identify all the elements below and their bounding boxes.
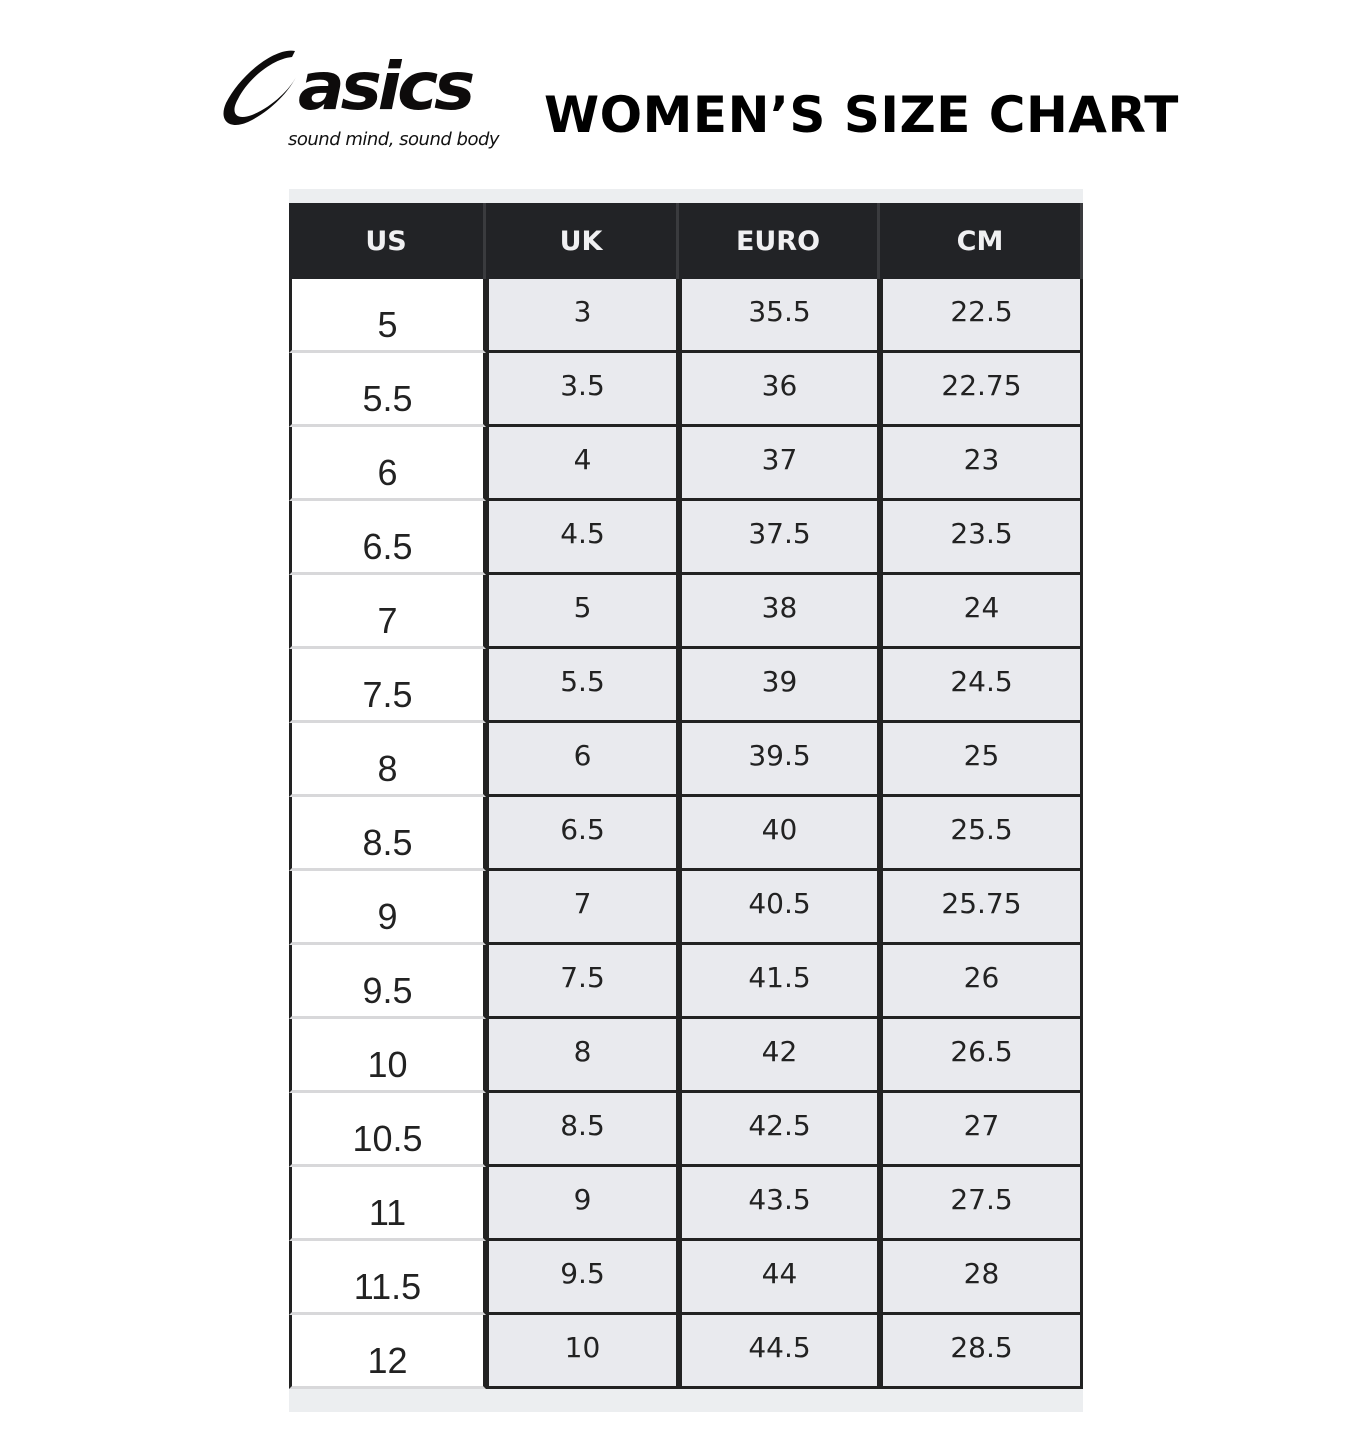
cell-cm: 22.5 (880, 279, 1083, 353)
cell-us: 8.5 (289, 797, 486, 871)
cell-cm: 25.5 (880, 797, 1083, 871)
cell-uk: 9 (486, 1167, 679, 1241)
cell-euro: 44 (679, 1241, 880, 1315)
cell-cm: 27.5 (880, 1167, 1083, 1241)
table-row: 10 8 42 26.5 (289, 1019, 1083, 1093)
size-chart-table: US UK EURO CM 5 3 35.5 22.5 5.5 3.5 36 22.75 6 4 3… (289, 203, 1083, 1389)
cell-us: 7 (289, 575, 486, 649)
cell-cm: 23 (880, 427, 1083, 501)
cell-cm: 28 (880, 1241, 1083, 1315)
cell-cm: 23.5 (880, 501, 1083, 575)
cell-cm: 27 (880, 1093, 1083, 1167)
cell-us: 5 (289, 279, 486, 353)
cell-cm: 24 (880, 575, 1083, 649)
cell-uk: 10 (486, 1315, 679, 1389)
cell-cm: 25.75 (880, 871, 1083, 945)
cell-us: 11.5 (289, 1241, 486, 1315)
cell-us: 5.5 (289, 353, 486, 427)
brand-tagline: sound mind, sound body (288, 129, 500, 150)
cell-us: 7.5 (289, 649, 486, 723)
brand-wordmark: asics (298, 48, 475, 125)
cell-euro: 43.5 (679, 1167, 880, 1241)
cell-us: 12 (289, 1315, 486, 1389)
cell-cm: 26 (880, 945, 1083, 1019)
table-row: 7 5 38 24 (289, 575, 1083, 649)
cell-uk: 3.5 (486, 353, 679, 427)
cell-uk: 4 (486, 427, 679, 501)
table-row: 5 3 35.5 22.5 (289, 279, 1083, 353)
header-cm: CM (880, 203, 1083, 279)
cell-us: 9.5 (289, 945, 486, 1019)
asics-stripe-icon (223, 50, 296, 125)
cell-us: 6.5 (289, 501, 486, 575)
cell-euro: 39.5 (679, 723, 880, 797)
table-row: 9 7 40.5 25.75 (289, 871, 1083, 945)
asics-logo: asics sound mind, sound body (220, 45, 500, 155)
cell-uk: 4.5 (486, 501, 679, 575)
cell-cm: 28.5 (880, 1315, 1083, 1389)
cell-euro: 38 (679, 575, 880, 649)
table-row: 8.5 6.5 40 25.5 (289, 797, 1083, 871)
header-euro: EURO (679, 203, 880, 279)
cell-uk: 8 (486, 1019, 679, 1093)
cell-euro: 37.5 (679, 501, 880, 575)
cell-us: 10.5 (289, 1093, 486, 1167)
cell-euro: 40 (679, 797, 880, 871)
cell-us: 6 (289, 427, 486, 501)
page-title: WOMEN’S SIZE CHART (544, 86, 1179, 144)
cell-uk: 8.5 (486, 1093, 679, 1167)
table-header-row: US UK EURO CM (289, 203, 1083, 279)
table-row: 8 6 39.5 25 (289, 723, 1083, 797)
cell-uk: 3 (486, 279, 679, 353)
cell-uk: 6.5 (486, 797, 679, 871)
cell-uk: 9.5 (486, 1241, 679, 1315)
cell-uk: 7 (486, 871, 679, 945)
cell-cm: 24.5 (880, 649, 1083, 723)
cell-uk: 6 (486, 723, 679, 797)
table-row: 11 9 43.5 27.5 (289, 1167, 1083, 1241)
cell-us: 11 (289, 1167, 486, 1241)
cell-cm: 22.75 (880, 353, 1083, 427)
cell-us: 8 (289, 723, 486, 797)
table-row: 7.5 5.5 39 24.5 (289, 649, 1083, 723)
table-row: 5.5 3.5 36 22.75 (289, 353, 1083, 427)
cell-euro: 40.5 (679, 871, 880, 945)
header-us: US (289, 203, 486, 279)
cell-us: 10 (289, 1019, 486, 1093)
table-row: 11.5 9.5 44 28 (289, 1241, 1083, 1315)
cell-us: 9 (289, 871, 486, 945)
table-row: 10.5 8.5 42.5 27 (289, 1093, 1083, 1167)
cell-uk: 5.5 (486, 649, 679, 723)
cell-euro: 42 (679, 1019, 880, 1093)
cell-euro: 39 (679, 649, 880, 723)
table-row: 12 10 44.5 28.5 (289, 1315, 1083, 1389)
table-row: 6.5 4.5 37.5 23.5 (289, 501, 1083, 575)
cell-cm: 25 (880, 723, 1083, 797)
cell-euro: 37 (679, 427, 880, 501)
header-uk: UK (486, 203, 679, 279)
cell-euro: 42.5 (679, 1093, 880, 1167)
cell-uk: 5 (486, 575, 679, 649)
cell-euro: 44.5 (679, 1315, 880, 1389)
table-row: 6 4 37 23 (289, 427, 1083, 501)
table-row: 9.5 7.5 41.5 26 (289, 945, 1083, 1019)
cell-cm: 26.5 (880, 1019, 1083, 1093)
cell-euro: 36 (679, 353, 880, 427)
cell-uk: 7.5 (486, 945, 679, 1019)
cell-euro: 35.5 (679, 279, 880, 353)
cell-euro: 41.5 (679, 945, 880, 1019)
